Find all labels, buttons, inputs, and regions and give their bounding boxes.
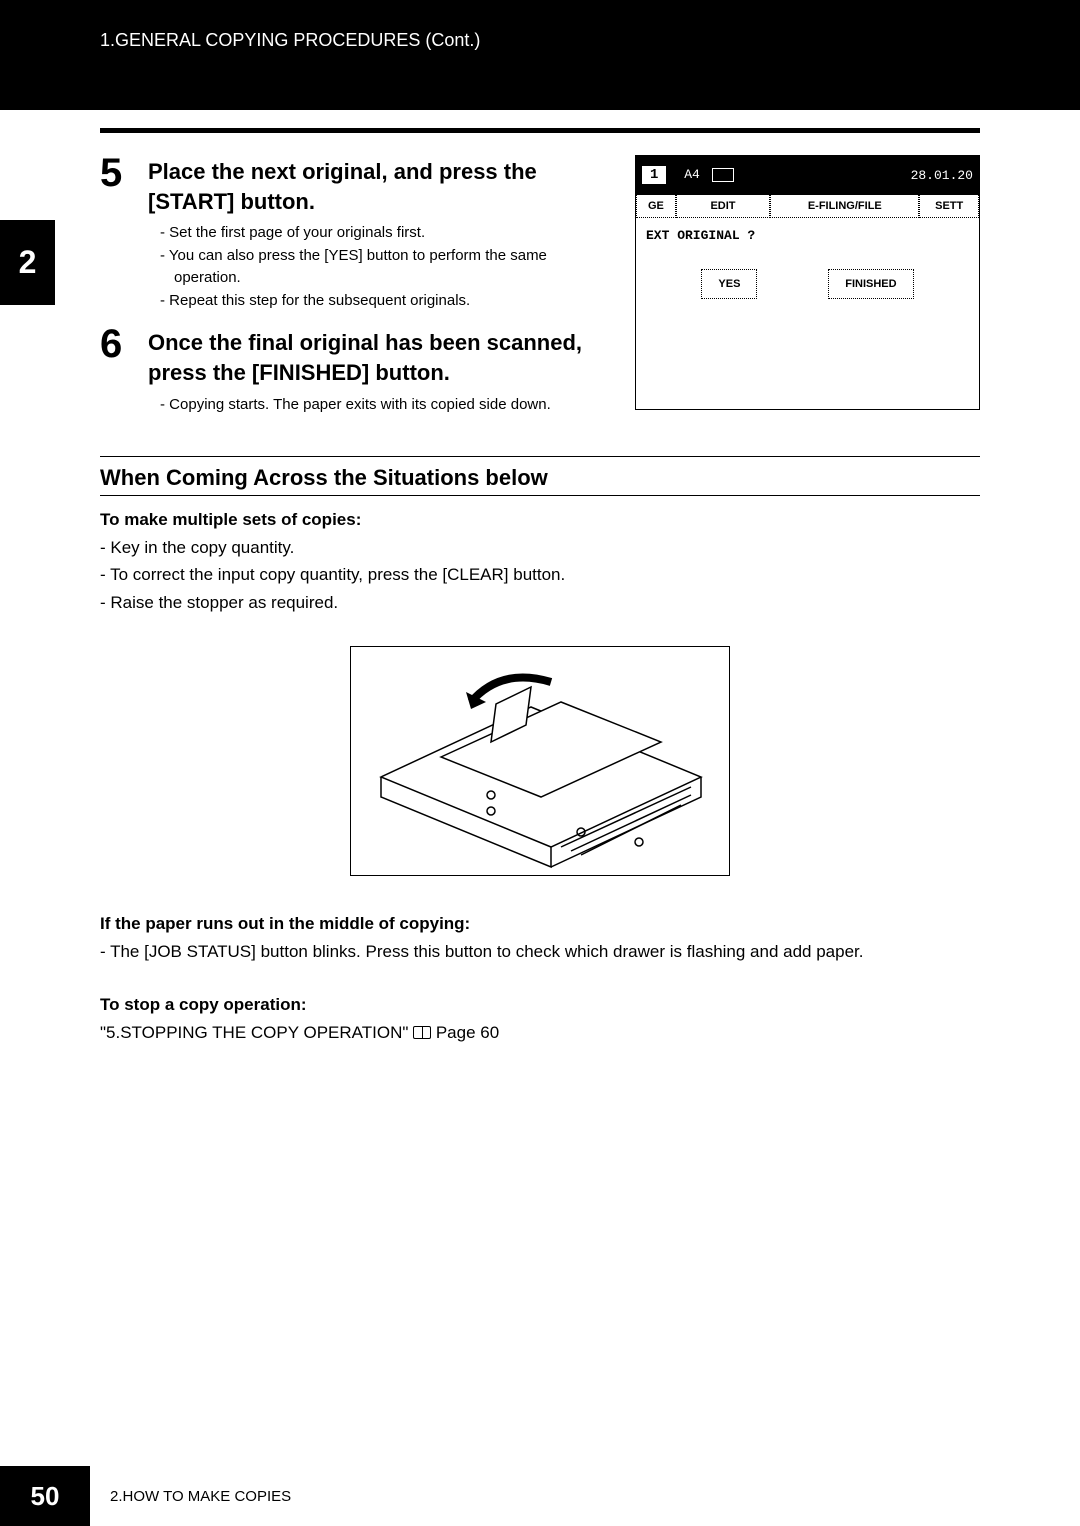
finished-button[interactable]: FINISHED — [828, 269, 913, 299]
multi-copies-list: Key in the copy quantity. To correct the… — [100, 534, 980, 616]
tab-edit[interactable]: EDIT — [676, 194, 770, 218]
list-item: Set the first page of your originals fir… — [160, 222, 615, 245]
step-6: 6 Once the final original has been scann… — [100, 322, 615, 387]
tab-ge[interactable]: GE — [636, 194, 676, 218]
paper-out-heading: If the paper runs out in the middle of c… — [100, 914, 980, 934]
lcd-panel: 1 A4 28.01.20 GE EDIT E-FILING/FILE SETT… — [635, 155, 980, 410]
list-item: The [JOB STATUS] button blinks. Press th… — [100, 938, 980, 965]
page-footer: 50 2.HOW TO MAKE COPIES — [0, 1466, 1080, 1526]
stop-heading: To stop a copy operation: — [100, 995, 980, 1015]
chapter-tab: 2 — [0, 220, 55, 305]
lcd-status-bar: 1 A4 28.01.20 — [636, 156, 979, 194]
step-number: 5 — [100, 151, 148, 196]
list-item: You can also press the [YES] button to p… — [160, 245, 615, 290]
step-title: Once the final original has been scanned… — [148, 322, 615, 387]
step6-list: Copying starts. The paper exits with its… — [160, 394, 615, 417]
copy-count-badge: 1 — [642, 166, 666, 184]
footer-text: 2.HOW TO MAKE COPIES — [110, 1488, 291, 1505]
book-icon — [413, 1026, 431, 1039]
list-item: Key in the copy quantity. — [100, 534, 980, 561]
step5-list: Set the first page of your originals fir… — [160, 222, 615, 312]
page-header: 1.GENERAL COPYING PROCEDURES (Cont.) — [0, 0, 1080, 110]
paper-orientation-icon — [712, 168, 734, 182]
lcd-prompt: EXT ORIGINAL ? — [646, 228, 969, 243]
paper-size: A4 — [684, 167, 700, 182]
lcd-date: 28.01.20 — [911, 168, 973, 183]
tab-sett[interactable]: SETT — [919, 194, 979, 218]
step-5: 5 Place the next original, and press the… — [100, 151, 615, 216]
stop-ref-after: Page 60 — [436, 1023, 499, 1042]
list-item: Copying starts. The paper exits with its… — [160, 394, 615, 417]
list-item: To correct the input copy quantity, pres… — [100, 561, 980, 588]
top-rule — [100, 128, 980, 133]
stopper-figure — [100, 646, 980, 876]
yes-button[interactable]: YES — [701, 269, 757, 299]
lcd-tabs: GE EDIT E-FILING/FILE SETT — [636, 194, 979, 218]
multi-copies-heading: To make multiple sets of copies: — [100, 510, 980, 530]
list-item: Repeat this step for the subsequent orig… — [160, 290, 615, 313]
paper-out-list: The [JOB STATUS] button blinks. Press th… — [100, 938, 980, 965]
tab-efiling[interactable]: E-FILING/FILE — [770, 194, 919, 218]
step-number: 6 — [100, 322, 148, 367]
step-title: Place the next original, and press the [… — [148, 151, 615, 216]
list-item: Raise the stopper as required. — [100, 589, 980, 616]
section-heading: When Coming Across the Situations below — [100, 456, 980, 496]
stopper-illustration — [351, 647, 730, 876]
stop-ref-before: "5.STOPPING THE COPY OPERATION" — [100, 1023, 413, 1042]
stop-text: "5.STOPPING THE COPY OPERATION" Page 60 — [100, 1019, 980, 1046]
page-number: 50 — [0, 1466, 90, 1526]
